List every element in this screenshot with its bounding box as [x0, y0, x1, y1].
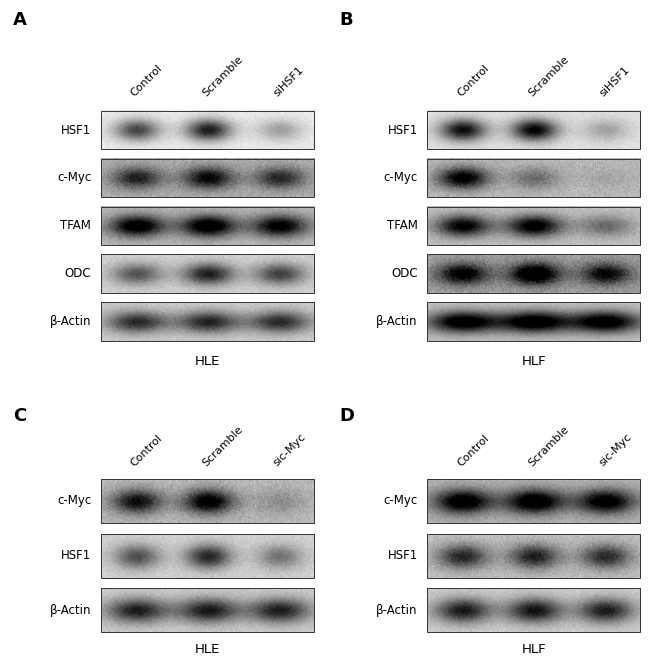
Text: Scramble: Scramble: [526, 424, 571, 468]
Text: c-Myc: c-Myc: [384, 494, 418, 507]
Bar: [427, 588, 640, 633]
Bar: [101, 478, 314, 523]
Text: β-Actin: β-Actin: [50, 315, 91, 328]
Text: HSF1: HSF1: [387, 124, 418, 136]
Text: sic-Myc: sic-Myc: [598, 432, 634, 468]
Text: Scramble: Scramble: [200, 424, 244, 468]
Bar: [101, 588, 314, 633]
Text: HLF: HLF: [521, 355, 546, 368]
Text: Control: Control: [129, 63, 164, 99]
Text: Control: Control: [456, 432, 491, 468]
Text: HSF1: HSF1: [61, 549, 91, 562]
Text: β-Actin: β-Actin: [50, 604, 91, 617]
Text: HLE: HLE: [195, 355, 220, 368]
Text: sic-Myc: sic-Myc: [272, 432, 307, 468]
Text: β-Actin: β-Actin: [376, 315, 418, 328]
Text: HLE: HLE: [195, 643, 220, 656]
Text: C: C: [13, 407, 26, 425]
Bar: [427, 111, 640, 150]
Text: HSF1: HSF1: [387, 549, 418, 562]
Text: siHSF1: siHSF1: [598, 65, 632, 99]
Text: B: B: [339, 11, 353, 28]
Bar: [427, 478, 640, 523]
Text: HLF: HLF: [521, 643, 546, 656]
Text: β-Actin: β-Actin: [376, 604, 418, 617]
Bar: [101, 111, 314, 150]
Text: Control: Control: [456, 63, 491, 99]
Text: c-Myc: c-Myc: [384, 171, 418, 185]
Text: HSF1: HSF1: [61, 124, 91, 136]
Text: TFAM: TFAM: [387, 219, 418, 232]
Text: A: A: [13, 11, 27, 28]
Text: TFAM: TFAM: [60, 219, 91, 232]
Text: c-Myc: c-Myc: [57, 171, 91, 185]
Bar: [101, 159, 314, 197]
Bar: [101, 207, 314, 245]
Text: siHSF1: siHSF1: [272, 65, 306, 99]
Bar: [101, 254, 314, 293]
Text: ODC: ODC: [64, 267, 91, 280]
Bar: [427, 534, 640, 577]
Text: Scramble: Scramble: [526, 55, 571, 99]
Bar: [427, 159, 640, 197]
Text: Control: Control: [129, 432, 164, 468]
Bar: [101, 534, 314, 577]
Bar: [427, 302, 640, 341]
Bar: [427, 207, 640, 245]
Bar: [427, 254, 640, 293]
Text: D: D: [339, 407, 354, 425]
Text: Scramble: Scramble: [200, 55, 244, 99]
Text: c-Myc: c-Myc: [57, 494, 91, 507]
Text: ODC: ODC: [391, 267, 418, 280]
Bar: [101, 302, 314, 341]
